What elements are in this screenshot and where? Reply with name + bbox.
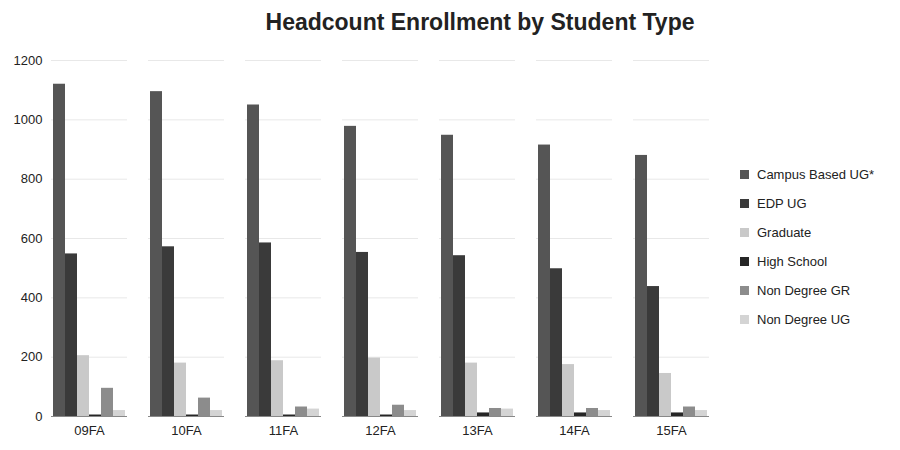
svg-text:14FA: 14FA xyxy=(559,423,590,438)
html-text:Campus Based UG*: Campus Based UG* xyxy=(757,167,875,182)
svg-text:1200: 1200 xyxy=(14,53,43,68)
html-text:Non Degree GR: Non Degree GR xyxy=(757,283,851,298)
html-text:Non Degree UG: Non Degree UG xyxy=(757,312,851,327)
svg-text:11FA: 11FA xyxy=(269,423,299,438)
svg-text:200: 200 xyxy=(21,349,43,364)
svg-text:0: 0 xyxy=(35,409,42,424)
svg-text:10FA: 10FA xyxy=(171,423,202,438)
svg-text:600: 600 xyxy=(21,231,43,246)
svg-text:800: 800 xyxy=(21,171,43,186)
svg-text:09FA: 09FA xyxy=(74,423,105,438)
html-text:High School: High School xyxy=(757,254,828,269)
svg-text:12FA: 12FA xyxy=(365,423,396,438)
svg-text:13FA: 13FA xyxy=(462,423,493,438)
html-text:Headcount Enrollment by Studen: Headcount Enrollment by Student Type xyxy=(265,9,695,35)
html-text:EDP UG: EDP UG xyxy=(757,196,807,211)
html-text:Graduate: Graduate xyxy=(757,225,812,240)
svg-text:15FA: 15FA xyxy=(656,423,687,438)
svg-text:400: 400 xyxy=(21,290,43,305)
svg-text:1000: 1000 xyxy=(14,112,43,127)
